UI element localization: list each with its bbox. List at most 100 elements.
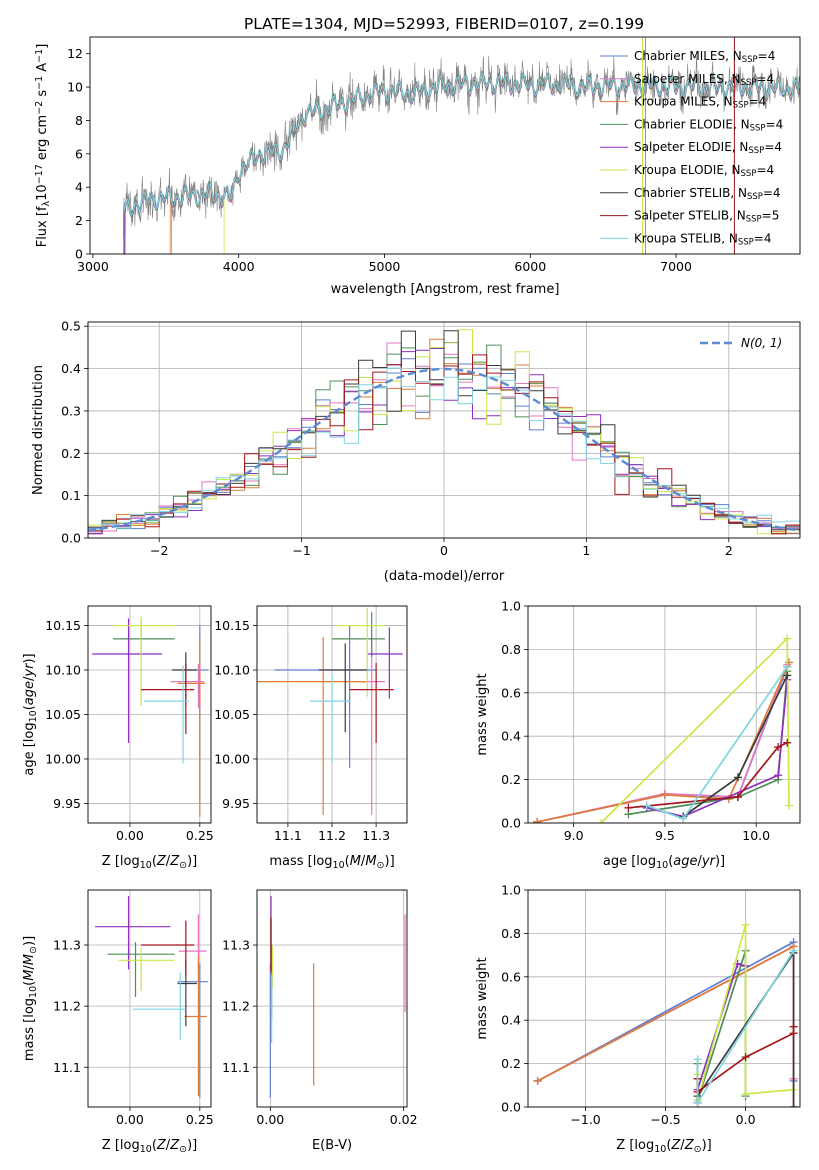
y-tick-label: 6 <box>75 146 83 161</box>
legend-label: Kroupa MILES, NSSP=4 <box>634 95 766 111</box>
x-tick-label: 11.1 <box>274 828 302 843</box>
x-tick-label: 11.2 <box>318 828 346 843</box>
mass-weight-point <box>533 1076 542 1085</box>
x-axis-label: Z [log10(Z/Z⊙)] <box>616 1138 711 1155</box>
legend-label: Chabrier MILES, NSSP=4 <box>634 49 775 65</box>
panel-spectrum: 3000 4000 5000 6000 7000 0 2 4 6 8 10 12 <box>67 36 801 274</box>
mass-weight-point <box>783 662 792 671</box>
x-tick-label: 7000 <box>660 259 692 274</box>
panel-residuals: −2 −1 0 1 2 0.0 0.1 0.2 0.3 0.4 0.5 N(0, 1) <box>61 319 801 558</box>
mass-weight-line <box>536 664 788 823</box>
observed-spectrum-line <box>123 55 800 239</box>
legend-label: Salpeter MILES, NSSP=4 <box>634 72 774 88</box>
y-tick-label: 11.3 <box>53 938 81 953</box>
x-tick-label: 0.00 <box>116 1112 144 1127</box>
legend-label: Chabrier STELIB, NSSP=4 <box>634 186 781 202</box>
mass-weight-point <box>693 1055 702 1064</box>
spectrum-legend: Chabrier MILES, NSSP=4 Salpeter MILES, NS… <box>600 49 783 248</box>
x-axis-label: Z [log10(Z/Z⊙)] <box>102 1138 197 1155</box>
y-tick-label: 11.3 <box>222 938 250 953</box>
y-tick-label: 0.6 <box>501 685 521 700</box>
panel-mass-vs-EBV: 0.00 0.02 11.1 11.2 11.3 <box>222 889 418 1127</box>
x-tick-label: 11.3 <box>362 828 390 843</box>
x-axis-label: E(B-V) <box>312 1138 352 1153</box>
x-tick-label: 10.0 <box>742 828 770 843</box>
y-tick-label: 11.2 <box>222 999 250 1014</box>
y-tick-label: 0.4 <box>61 361 81 376</box>
x-tick-label: 9.0 <box>564 828 584 843</box>
y-tick-label: 0.2 <box>501 1056 521 1071</box>
plot-area-age-vs-mass <box>257 607 403 815</box>
y-tick-label: 10.05 <box>45 707 81 722</box>
y-tick-label: 0.0 <box>61 531 81 546</box>
legend-label: Salpeter ELODIE, NSSP=4 <box>634 140 782 156</box>
y-tick-label: 11.1 <box>222 1060 250 1075</box>
y-tick-label: 8 <box>75 113 83 128</box>
mass-weight-line <box>696 950 747 1101</box>
y-tick-label: 11.1 <box>53 1060 81 1075</box>
mass-weight-point <box>660 790 669 799</box>
x-tick-label: −2 <box>150 543 168 558</box>
plot-area-mass-weight-vs-age <box>533 634 794 823</box>
y-tick-label: 4 <box>75 180 83 195</box>
y-axis-label: Flux [fλ10−17 erg cm−2 s−1 A−1] <box>34 44 52 248</box>
x-tick-label: 9.5 <box>655 828 675 843</box>
x-tick-label: 0.00 <box>256 1112 284 1127</box>
y-tick-label: 10.05 <box>214 707 250 722</box>
axes-frame <box>256 889 408 1108</box>
mass-weight-point <box>679 814 688 823</box>
y-axis-label: mass [log10(M/M⊙)] <box>22 936 39 1061</box>
legend-label: Kroupa STELIB, NSSP=4 <box>634 231 772 247</box>
panel-mass-vs-Z: 0.00 0.25 11.1 11.2 11.3 <box>53 889 214 1127</box>
axes-frame <box>87 889 212 1108</box>
y-tick-label: 10.10 <box>214 663 250 678</box>
axes-frame <box>527 605 801 824</box>
legend-label: Kroupa ELODIE, NSSP=4 <box>634 163 774 179</box>
plot-area-mass-vs-EBV <box>269 896 406 1098</box>
mass-weight-point <box>733 792 742 801</box>
mass-weight-point <box>783 634 792 643</box>
mass-weight-point <box>624 803 633 812</box>
x-tick-label: −1 <box>292 543 310 558</box>
y-tick-label: 12 <box>67 46 83 61</box>
mass-weight-point <box>741 1089 750 1098</box>
figure-title: PLATE=1304, MJD=52993, FIBERID=0107, z=0… <box>244 15 644 33</box>
gaussian-curve <box>88 367 800 532</box>
mass-weight-point <box>789 1103 798 1107</box>
plot-area-mass-weight-vs-Z <box>533 920 798 1107</box>
panel-age-vs-Z: 0.00 0.25 9.95 10.00 10.05 10.10 10.15 <box>45 605 214 843</box>
y-axis-label: mass weight <box>475 957 490 1039</box>
x-tick-label: 1 <box>582 543 590 558</box>
mass-weight-point <box>741 1053 750 1062</box>
x-tick-label: 0.25 <box>186 1112 214 1127</box>
x-axis-label: age [log10(age/yr)] <box>603 854 725 871</box>
axes-frame <box>527 889 801 1108</box>
y-tick-label: 0.8 <box>501 642 521 657</box>
y-tick-label: 10.10 <box>45 663 81 678</box>
legend-label: Chabrier ELODIE, NSSP=4 <box>634 117 783 133</box>
y-axis-label: mass weight <box>475 673 490 755</box>
mass-weight-point <box>733 773 742 782</box>
mass-weight-point <box>789 946 798 955</box>
mass-weight-point <box>693 1098 702 1107</box>
x-tick-label: 0.25 <box>186 828 214 843</box>
plot-area-age-vs-Z <box>92 616 209 817</box>
mass-weight-line <box>628 741 788 809</box>
y-tick-label: 0.2 <box>501 772 521 787</box>
y-tick-label: 10.15 <box>214 618 250 633</box>
x-axis-label: Z [log10(Z/Z⊙)] <box>102 854 197 871</box>
mass-weight-point <box>789 1022 798 1031</box>
y-tick-label: 1.0 <box>501 599 521 614</box>
y-tick-label: 10 <box>67 80 83 95</box>
x-tick-label: −0.5 <box>650 1112 680 1127</box>
y-tick-label: 10.15 <box>45 618 81 633</box>
x-tick-label: 2 <box>725 543 733 558</box>
x-tick-label: 0.00 <box>116 828 144 843</box>
x-tick-label: 3000 <box>77 259 109 274</box>
y-tick-label: 0.4 <box>501 729 521 744</box>
y-tick-label: 10.00 <box>45 751 81 766</box>
best-model-line <box>123 72 800 215</box>
x-tick-label: 6000 <box>514 259 546 274</box>
x-axis-label: mass [log10(M/M⊙)] <box>269 854 394 871</box>
